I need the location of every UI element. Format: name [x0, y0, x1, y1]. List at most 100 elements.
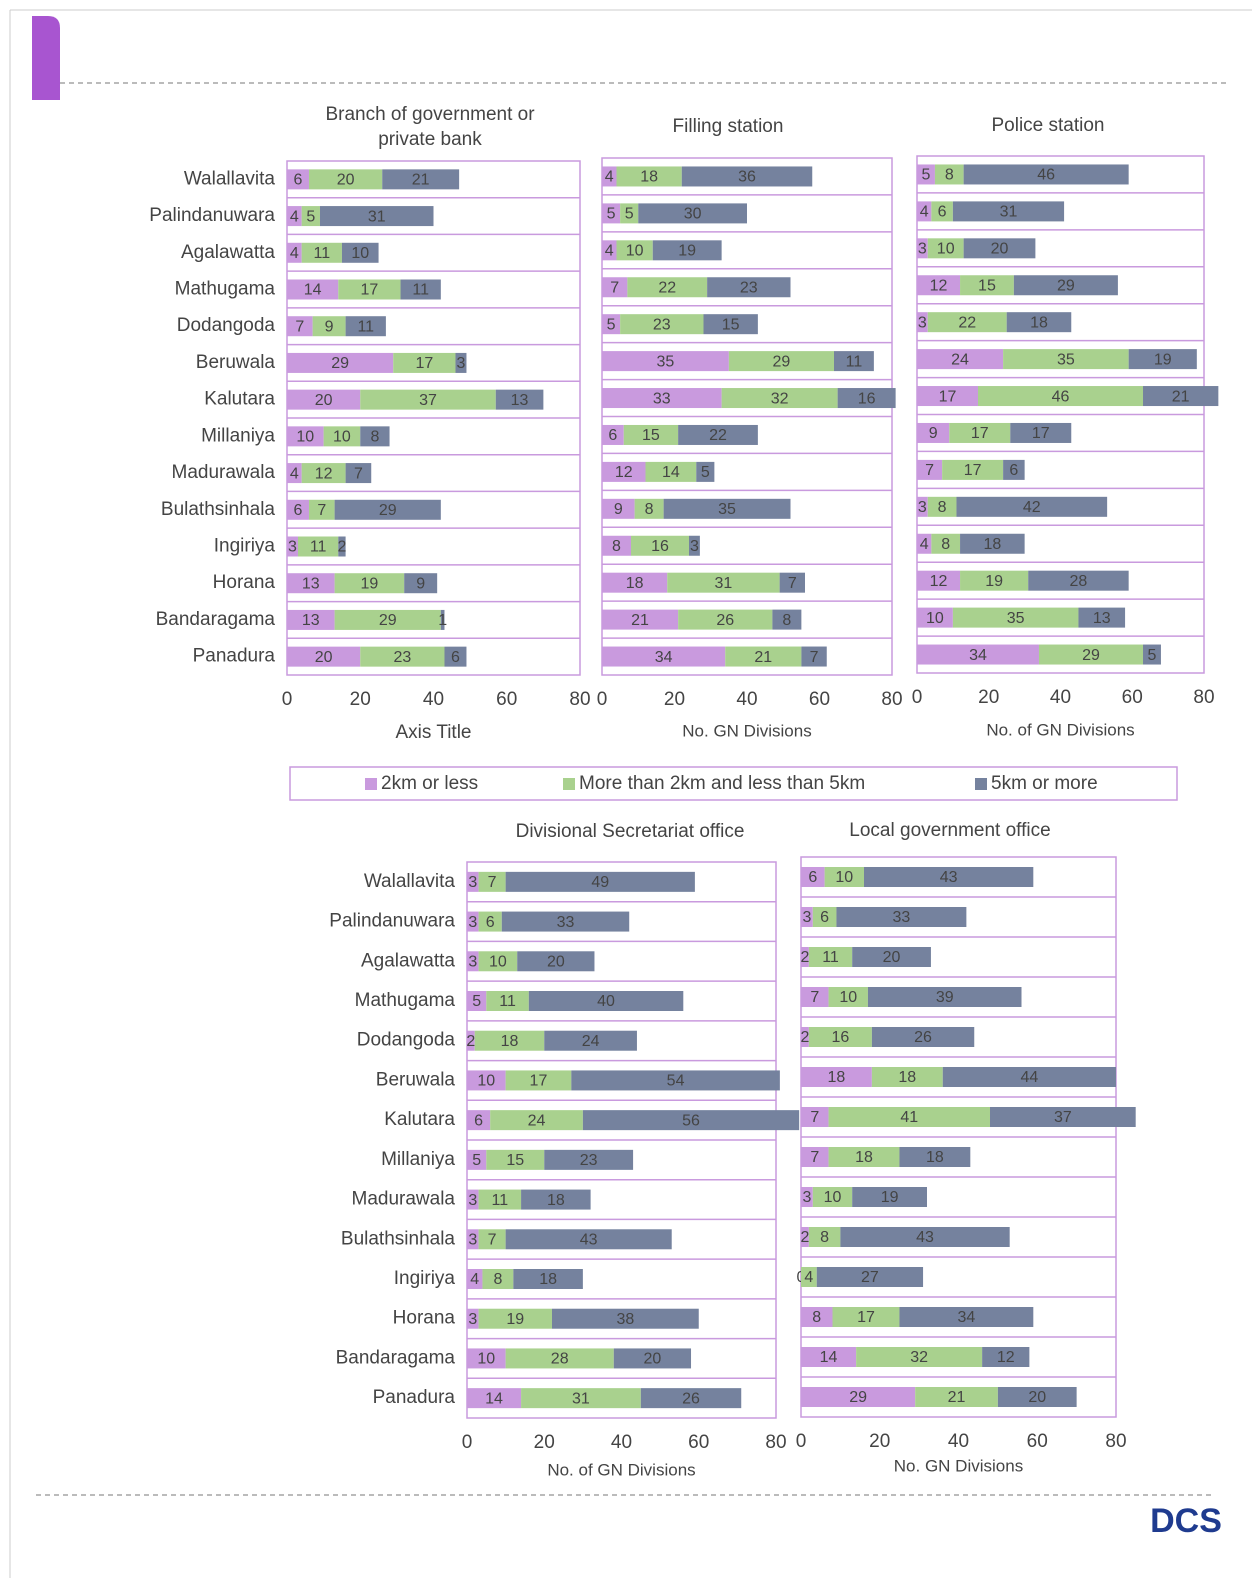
bar-label: 6: [608, 427, 617, 444]
bar-segment: [287, 279, 339, 300]
bar-label: 9: [416, 575, 425, 592]
x-tick-label: 40: [1050, 687, 1071, 708]
x-tick-label: 80: [765, 1432, 786, 1453]
bar-segment: [360, 646, 445, 667]
bar-label: 26: [682, 1390, 700, 1407]
bar-segment: [1003, 459, 1025, 480]
bar-segment: [960, 275, 1014, 296]
bar-segment: [602, 461, 646, 482]
bar-label: 10: [926, 610, 944, 627]
bar-segment: [824, 867, 864, 887]
bar-label: 34: [969, 647, 987, 664]
bar-label: 31: [715, 575, 733, 592]
bar-segment: [801, 1347, 857, 1367]
bar-label: 8: [370, 429, 379, 446]
bar-segment: [486, 1149, 545, 1170]
bar-label: 17: [415, 355, 433, 372]
bar-segment: [478, 1229, 506, 1250]
bar-label: 24: [951, 351, 969, 368]
chart-title: Filling station: [672, 116, 784, 137]
bar-segment: [871, 1067, 943, 1087]
bar-segment: [501, 911, 630, 932]
bar-label: 3: [690, 538, 699, 555]
bar-segment: [828, 1107, 990, 1127]
bar-label: 4: [920, 204, 929, 221]
bar-label: 4: [290, 465, 299, 482]
bar-segment: [478, 1308, 552, 1329]
bar-label: 9: [614, 501, 623, 518]
bar-label: 8: [493, 1271, 502, 1288]
bar-segment: [478, 951, 518, 972]
bar-label: 40: [597, 993, 615, 1010]
bar-label: 21: [1172, 388, 1190, 405]
bar-segment: [917, 349, 1004, 370]
bar-segment: [801, 1027, 809, 1047]
bar-label: 11: [822, 949, 839, 966]
bar-label: 43: [580, 1232, 598, 1249]
bar-segment: [917, 238, 928, 259]
category-label: Beruwala: [196, 352, 276, 373]
bar-segment: [812, 907, 837, 927]
bar-label: 6: [294, 502, 303, 519]
bar-label: 6: [451, 649, 460, 666]
bar-label: 14: [820, 1349, 838, 1366]
x-axis-label: No. of GN Divisions: [986, 720, 1134, 739]
bar-segment: [602, 277, 628, 298]
bar-label: 17: [361, 282, 379, 299]
x-tick-label: 40: [423, 689, 444, 710]
bar-label: 21: [631, 612, 649, 629]
bar-segment: [681, 166, 813, 187]
bar-label: 19: [985, 573, 1003, 590]
bar-label: 32: [771, 390, 789, 407]
bar-segment: [927, 496, 957, 517]
bar-label: 22: [709, 427, 727, 444]
bar-segment: [678, 609, 773, 630]
x-tick-label: 60: [809, 689, 830, 710]
x-tick-label: 80: [1193, 687, 1214, 708]
bar-segment: [1128, 349, 1197, 370]
bar-label: 18: [898, 1069, 916, 1086]
category-label: Ingiriya: [394, 1268, 456, 1289]
bar-segment: [942, 459, 1004, 480]
bar-segment: [467, 1388, 522, 1409]
category-label: Bulathsinhala: [341, 1228, 456, 1249]
bar-label: 19: [881, 1189, 899, 1206]
bar-segment: [467, 991, 487, 1011]
bar-segment: [801, 947, 809, 967]
bar-label: 10: [333, 429, 351, 446]
bar-label: 2: [337, 539, 346, 556]
bar-segment: [864, 867, 1034, 887]
bar-label: 35: [657, 353, 675, 370]
bar-label: 12: [930, 573, 948, 590]
bar-segment: [899, 1147, 971, 1167]
bar-label: 5: [306, 208, 315, 225]
bar-segment: [602, 314, 621, 335]
bar-segment: [287, 206, 302, 227]
bar-label: 17: [530, 1073, 548, 1090]
bar-segment: [467, 1229, 479, 1250]
bar-segment: [287, 499, 309, 520]
bar-segment: [725, 646, 802, 667]
bar-segment: [478, 871, 506, 892]
bar-label: 7: [788, 575, 797, 592]
bar-segment: [602, 609, 679, 630]
bar-segment: [801, 907, 813, 927]
bar-segment: [840, 1227, 1010, 1247]
bar-label: 8: [938, 499, 947, 516]
x-tick-label: 60: [1122, 687, 1143, 708]
bar-label: 19: [506, 1311, 524, 1328]
x-tick-label: 80: [1105, 1431, 1126, 1452]
bar-label: 28: [1070, 573, 1088, 590]
logo: DCS: [1150, 1502, 1222, 1540]
bar-segment: [915, 1387, 998, 1407]
bar-segment: [308, 499, 335, 520]
bar-segment: [319, 206, 434, 227]
category-label: Bandaragama: [336, 1347, 456, 1368]
bar-label: 4: [605, 243, 614, 260]
bar-segment: [1006, 312, 1072, 333]
bar-segment: [801, 1187, 813, 1207]
bar-label: 8: [941, 536, 950, 553]
bar-segment: [341, 242, 379, 263]
bar-segment: [474, 1030, 545, 1051]
bar-label: 18: [547, 1192, 565, 1209]
